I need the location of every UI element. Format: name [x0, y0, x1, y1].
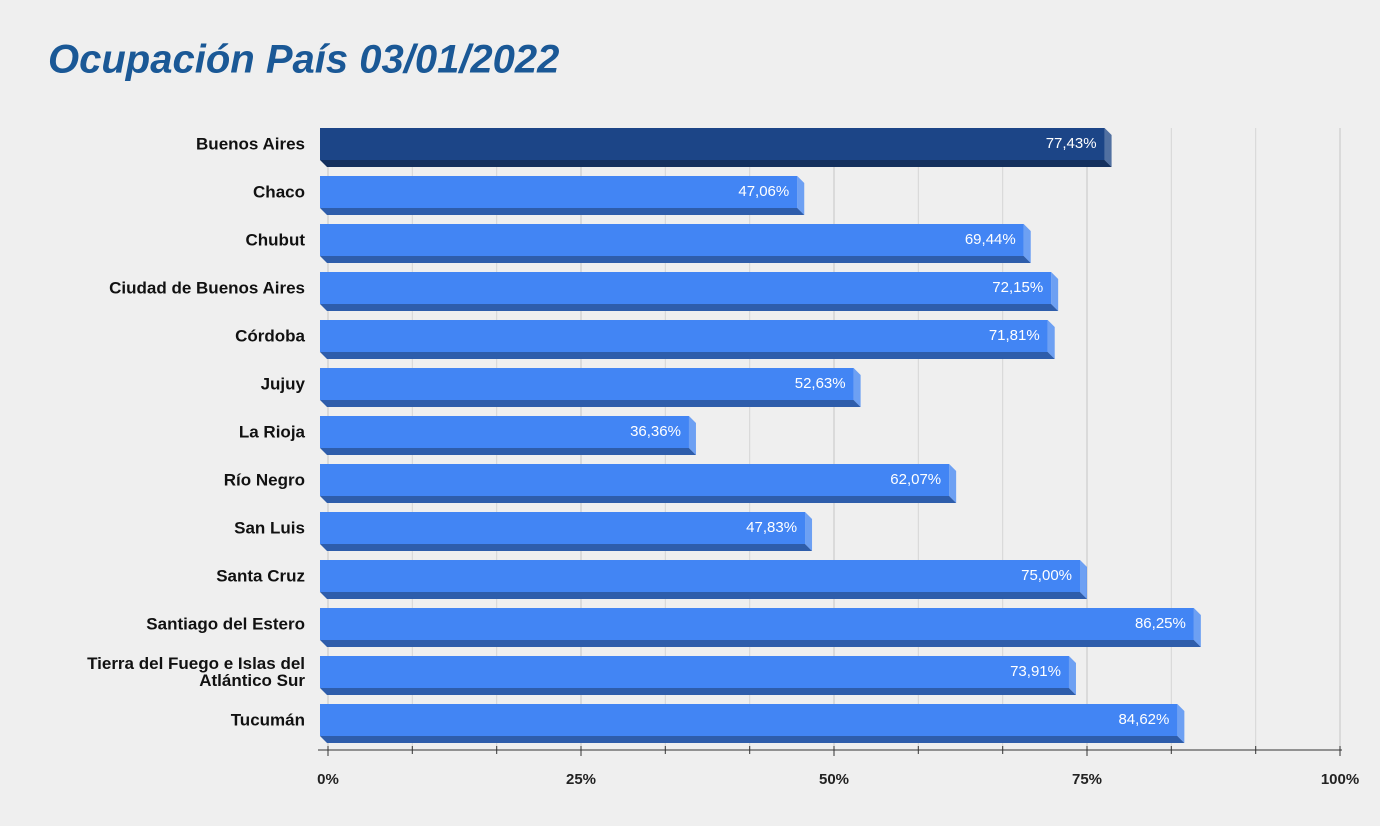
bar-bottom — [320, 400, 861, 407]
bar-bottom — [320, 208, 805, 215]
bar-bottom — [320, 160, 1112, 167]
bar-bottom — [320, 496, 957, 503]
bar — [320, 368, 854, 400]
bar-side — [853, 368, 861, 407]
category-label: Tierra del Fuego e Islas del Atlántico S… — [87, 654, 305, 690]
bar-side — [949, 464, 957, 503]
x-tick-label: 75% — [1072, 771, 1102, 788]
category-label: Tucumán — [230, 710, 305, 730]
value-label: 71,81% — [989, 327, 1040, 344]
category-label: Jujuy — [260, 374, 305, 394]
x-tick-label: 50% — [819, 771, 849, 788]
value-label: 52,63% — [795, 375, 846, 392]
bar — [320, 224, 1024, 256]
bar — [320, 560, 1080, 592]
bar — [320, 416, 689, 448]
chart-title: Ocupación País 03/01/2022 — [48, 38, 559, 82]
category-label: Chaco — [253, 182, 305, 202]
bar-side — [797, 176, 805, 215]
bar-side — [1104, 128, 1112, 167]
bar-bottom — [320, 640, 1201, 647]
bar-side — [1023, 224, 1031, 263]
category-label: Río Negro — [223, 470, 305, 490]
bar — [320, 608, 1194, 640]
bar-bottom — [320, 544, 813, 551]
value-label: 86,25% — [1135, 615, 1186, 632]
bar-side — [1177, 704, 1185, 743]
category-label: Buenos Aires — [196, 134, 305, 154]
category-label: Santa Cruz — [216, 566, 305, 586]
bar — [320, 704, 1178, 736]
bar — [320, 320, 1048, 352]
category-label: La Rioja — [238, 422, 305, 442]
bar-side — [1047, 320, 1055, 359]
bar — [320, 272, 1052, 304]
bar — [320, 176, 798, 208]
value-label: 69,44% — [965, 231, 1016, 248]
bar-side — [1051, 272, 1059, 311]
category-label: San Luis — [234, 518, 305, 538]
value-label: 75,00% — [1021, 567, 1072, 584]
value-label: 72,15% — [992, 279, 1043, 296]
category-label: Ciudad de Buenos Aires — [109, 278, 305, 298]
value-label: 47,06% — [738, 183, 789, 200]
bar-side — [688, 416, 696, 455]
bar — [320, 128, 1105, 160]
x-tick-label: 0% — [317, 771, 339, 788]
bar-bottom — [320, 256, 1031, 263]
value-label: 36,36% — [630, 423, 681, 440]
value-label: 47,83% — [746, 519, 797, 536]
bar — [320, 512, 806, 544]
bar — [320, 464, 950, 496]
value-label: 84,62% — [1118, 711, 1169, 728]
bar-bottom — [320, 688, 1076, 695]
bar-bottom — [320, 736, 1185, 743]
category-label: Santiago del Estero — [146, 614, 305, 634]
value-label: 73,91% — [1010, 663, 1061, 680]
value-label: 62,07% — [890, 471, 941, 488]
bar — [320, 656, 1069, 688]
x-tick-label: 25% — [566, 771, 596, 788]
bar-side — [1068, 656, 1076, 695]
bar-bottom — [320, 592, 1087, 599]
bar-side — [1193, 608, 1201, 647]
bar-bottom — [320, 352, 1055, 359]
x-tick-label: 100% — [1321, 771, 1359, 788]
category-label: Córdoba — [235, 326, 305, 346]
bar-side — [1080, 560, 1087, 599]
value-label: 77,43% — [1046, 135, 1097, 152]
bar-side — [805, 512, 813, 551]
bar-bottom — [320, 304, 1059, 311]
bar-bottom — [320, 448, 696, 455]
category-label: Chubut — [245, 230, 305, 250]
